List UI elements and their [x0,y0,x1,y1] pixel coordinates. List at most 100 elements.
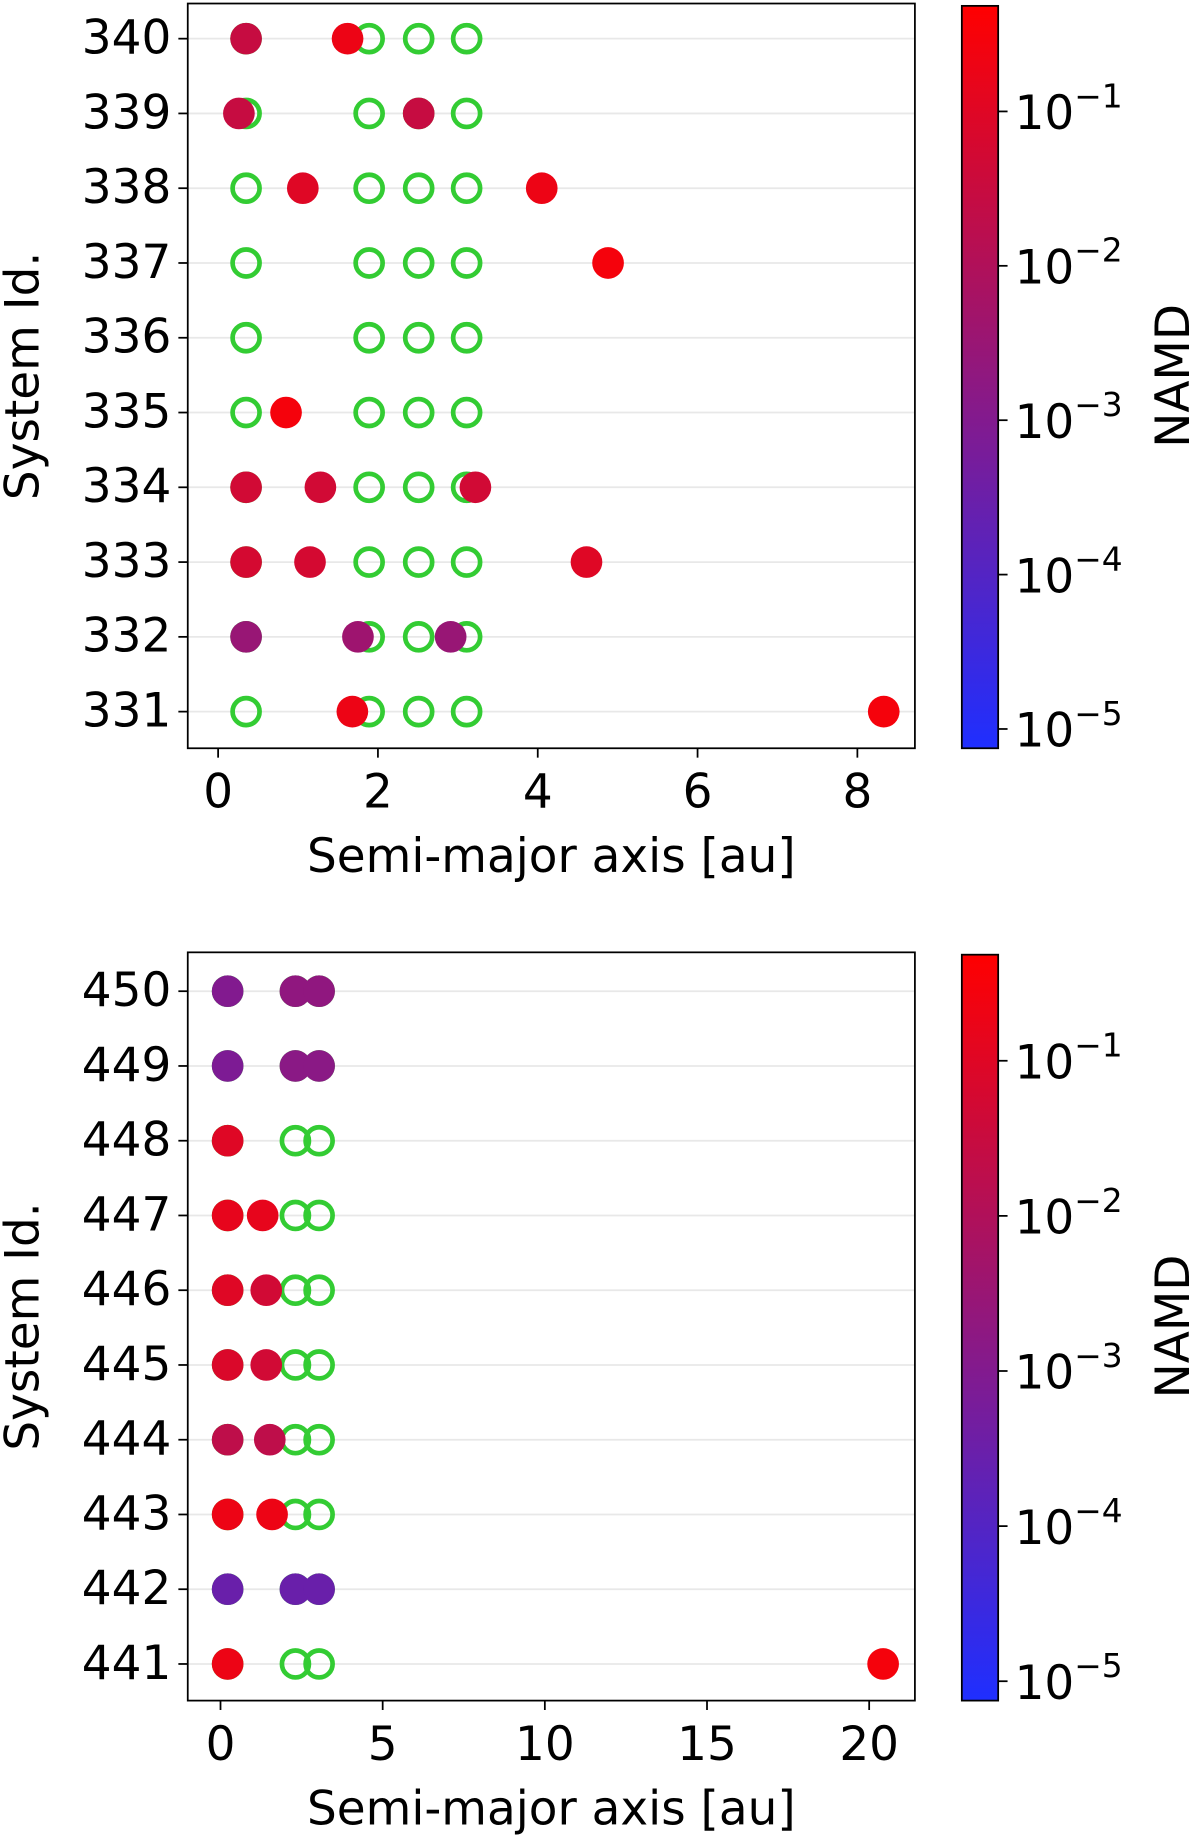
x-tick-label: 2 [363,765,393,820]
colorbar-tick-label: 10−5 [1015,1647,1123,1711]
y-tick-label: 448 [82,1113,172,1168]
filled-point [294,546,326,578]
y-axis-label: System Id. [0,1202,50,1450]
open-point [230,172,262,205]
open-point [402,172,435,205]
y-tick-label: 450 [82,963,172,1018]
open-point [303,1349,335,1381]
x-tick-label: 20 [839,1717,899,1772]
y-tick-label: 338 [82,160,172,215]
open-point [230,396,262,429]
filled-point [230,546,262,578]
filled-point [230,22,262,55]
y-axis-label: System Id. [0,252,50,500]
filled-point [211,1573,244,1606]
x-tick-label: 0 [203,765,233,820]
open-point [230,247,262,279]
y-tick-label: 332 [82,609,172,664]
filled-point [211,975,244,1008]
filled-point [256,1498,288,1531]
filled-point [211,1274,244,1307]
open-point [303,1274,335,1307]
colorbar-tick-label: 10−1 [1015,1026,1123,1090]
filled-point [246,1199,279,1232]
y-tick-label: 335 [82,384,172,439]
open-point [353,321,385,354]
filled-point [211,1423,244,1456]
y-tick-label: 444 [82,1412,172,1467]
open-point [230,321,262,354]
colorbar-tick-label: 10−4 [1015,1492,1123,1556]
open-point [402,695,435,728]
filled-point [525,172,558,205]
y-tick-label: 336 [82,310,172,365]
open-point [303,1124,335,1157]
plot-frame [186,951,916,1702]
filled-point [303,1573,335,1606]
open-point [353,247,385,279]
colorbar-tick-label: 10−2 [1015,1181,1123,1245]
open-point [353,97,385,130]
colorbar-tick-label: 10−4 [1015,540,1123,604]
open-point [402,546,435,578]
x-axis-label: Semi-major axis [au] [307,829,796,884]
filled-point [230,471,262,504]
colorbar-label: NAMD [1146,304,1200,448]
open-point [230,695,262,728]
open-point [303,1423,335,1456]
x-tick-label: 0 [206,1717,236,1772]
open-point [303,1199,335,1232]
colorbar-tick-label: 10−5 [1015,694,1123,758]
x-tick-label: 5 [368,1717,398,1772]
filled-point [592,247,624,279]
y-tick-label: 337 [82,235,172,290]
x-tick-label: 4 [523,765,553,820]
open-point [450,321,483,354]
y-tick-label: 340 [82,11,172,66]
filled-point [402,97,435,130]
open-point [402,247,435,279]
open-point [402,621,435,653]
open-point [450,695,483,728]
colorbar [960,953,1000,1702]
open-point [450,247,483,279]
filled-point [270,396,302,429]
y-tick-label: 331 [82,683,172,738]
filled-point [279,975,312,1008]
filled-point [286,172,319,205]
filled-point [867,1648,899,1680]
filled-point [211,1648,244,1680]
filled-point [230,621,262,653]
x-axis-label: Semi-major axis [au] [307,1782,796,1837]
open-point [303,1498,335,1531]
colorbar-label: NAMD [1146,1255,1200,1399]
open-point [402,396,435,429]
x-tick-label: 8 [842,765,872,820]
y-tick-label: 334 [82,459,172,514]
plot-frame [186,2,916,750]
filled-point [459,471,492,504]
colorbar-tick-label: 10−1 [1015,77,1123,141]
filled-point [434,621,467,653]
filled-point [223,97,255,130]
y-tick-label: 443 [82,1486,172,1541]
open-point [450,22,483,55]
open-point [279,1124,312,1157]
y-tick-label: 442 [82,1561,172,1616]
filled-point [211,1050,244,1082]
filled-point [342,621,374,653]
filled-point [211,1124,244,1157]
y-tick-label: 445 [82,1337,172,1392]
filled-point [304,471,337,504]
open-point [279,1199,312,1232]
colorbar [960,4,1000,750]
open-point [303,1648,335,1680]
open-point [353,396,385,429]
open-point [353,172,385,205]
filled-point [279,1573,312,1606]
open-point [450,97,483,130]
x-tick-label: 15 [677,1717,737,1772]
colorbar-tick-label: 10−3 [1015,1336,1123,1400]
filled-point [253,1423,286,1456]
